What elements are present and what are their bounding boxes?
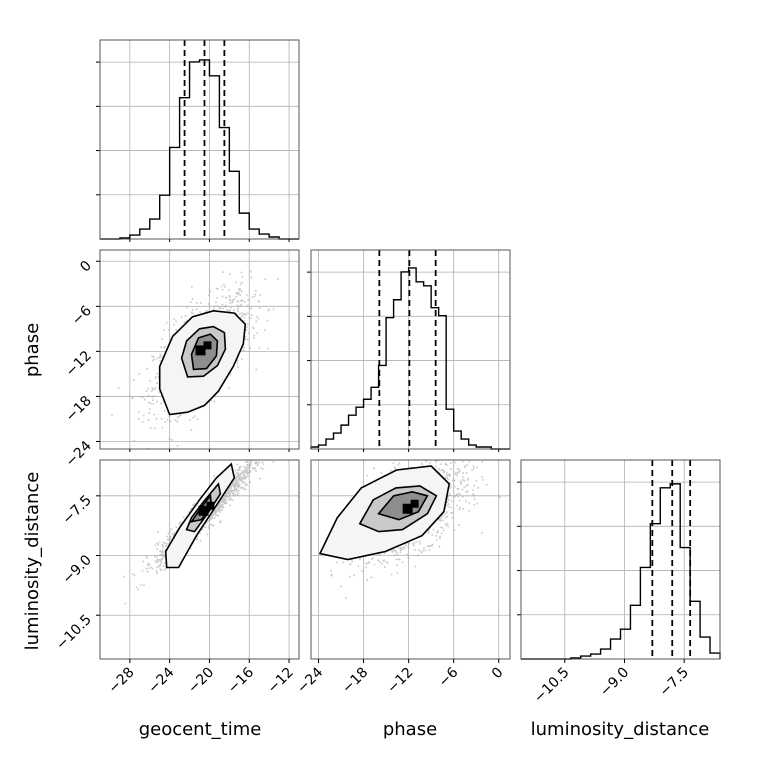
panel-geocent-time-vs-luminosity-distance [99, 459, 300, 660]
density-peak-2-a [402, 503, 413, 514]
panel-phase-vs-luminosity-distance [310, 459, 511, 660]
ytick-label-phase-1: −18 [63, 393, 95, 425]
hist-line-phase [310, 267, 510, 450]
xtick-label-geocent-time-3: −16 [225, 664, 257, 696]
xtick-label-phase-0: −24 [294, 664, 326, 696]
frame-phase [310, 249, 511, 450]
xtick-label-geocent-time-4: −12 [265, 665, 297, 697]
xtick-label-phase-1: −18 [339, 665, 371, 697]
xtick-label-luminosity-distance-1: −9.0 [597, 665, 632, 700]
frame-0 [99, 249, 300, 450]
x-label-geocent-time: geocent_time [139, 719, 262, 740]
panel-geocent-time-vs-phase [99, 249, 300, 450]
xtick-label-phase-4: 0 [489, 665, 507, 683]
frame-2 [310, 459, 511, 660]
hist-panel-luminosity-distance [517, 459, 721, 660]
density-peak-2-b [410, 499, 419, 508]
density-peak-1-b [206, 501, 215, 510]
density-peak-0-a [195, 345, 206, 356]
xtick-label-luminosity-distance-0: −10.5 [531, 665, 573, 707]
ytick-label-phase-3: −6 [69, 303, 95, 329]
ytick-label-luminosity-distance-1: −9.0 [59, 552, 94, 587]
plot-area-2 [311, 460, 510, 659]
xtick-label-phase-2: −12 [384, 665, 416, 697]
xtick-label-phase-3: −6 [436, 664, 462, 690]
xtick-label-geocent-time-1: −24 [145, 664, 177, 696]
ytick-label-phase-4: 0 [77, 258, 95, 276]
plot-area-1 [100, 460, 299, 659]
ytick-label-luminosity-distance-0: −10.5 [53, 612, 95, 654]
frame-1 [99, 459, 300, 660]
frame-luminosity-distance [520, 459, 721, 660]
y-label-luminosity-distance: luminosity_distance [22, 472, 43, 651]
x-label-phase: phase [383, 719, 437, 740]
y-label-phase: phase [22, 323, 43, 377]
hist-panel-geocent-time [96, 39, 300, 240]
density-peak-0-b [203, 341, 212, 350]
plot-area-0 [100, 250, 299, 449]
hist-panel-phase [307, 249, 511, 450]
xtick-label-geocent-time-2: −20 [185, 665, 217, 697]
xtick-label-luminosity-distance-2: −7.5 [657, 665, 692, 700]
ytick-label-luminosity-distance-2: −7.5 [59, 492, 94, 527]
hist-line-geocent-time [100, 59, 299, 240]
frame-geocent-time [99, 39, 300, 240]
x-label-luminosity-distance: luminosity_distance [531, 719, 710, 740]
xtick-label-geocent-time-0: −28 [105, 665, 137, 697]
density-peak-1-a [198, 505, 209, 516]
ytick-label-phase-0: −24 [63, 438, 95, 470]
ytick-label-phase-2: −12 [63, 348, 95, 380]
